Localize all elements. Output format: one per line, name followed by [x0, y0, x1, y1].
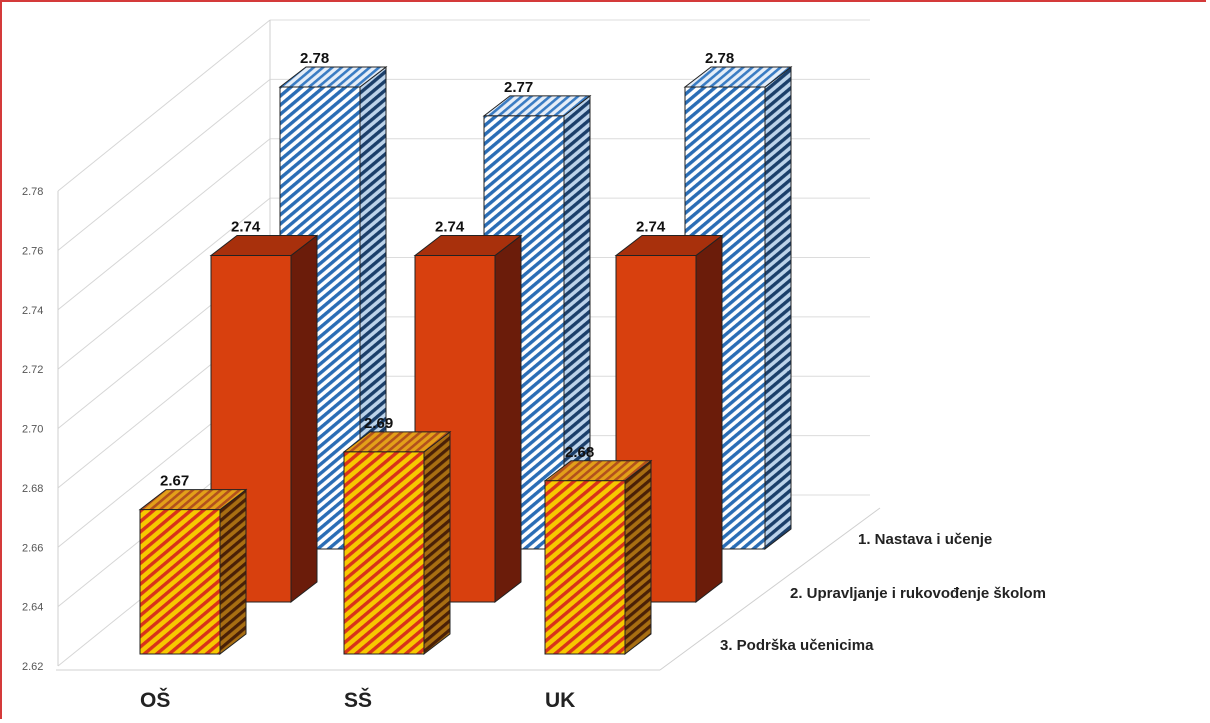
bar-side: [423, 430, 451, 656]
category-label: OŠ: [140, 688, 170, 712]
series-label: 3. Podrška učenicima: [720, 637, 874, 654]
y-tick-label: 2.62: [22, 661, 43, 673]
bar-side: [219, 488, 247, 656]
gridline-side: [57, 197, 271, 370]
bar-face: [210, 255, 292, 603]
data-label: 2.77: [504, 79, 533, 96]
data-label: 2.74: [636, 219, 666, 236]
bar-face: [544, 480, 626, 655]
y-tick-label: 2.74: [22, 305, 43, 317]
bar-side: [494, 234, 522, 604]
labels-group: 2.62 2.64 2.66 2.68 2.70 2.72 2.74 2.76 2.78 2.78…: [22, 50, 1046, 712]
bar-face: [414, 255, 496, 603]
category-label: SŠ: [344, 688, 372, 712]
y-tick-label: 2.72: [22, 364, 43, 376]
gridline-side: [57, 78, 271, 251]
bar-side: [624, 459, 652, 656]
bars-group: [138, 65, 793, 656]
y-tick-label: 2.78: [22, 186, 43, 198]
bar-side: [695, 234, 723, 604]
bar-face: [343, 451, 425, 655]
y-tick-label: 2.64: [22, 602, 43, 614]
data-label: 2.74: [231, 219, 261, 236]
y-tick-label: 2.70: [22, 424, 43, 436]
y-tick-label: 2.76: [22, 245, 43, 257]
floor-edge: [659, 507, 881, 671]
data-label: 2.68: [565, 444, 594, 461]
data-label: 2.69: [364, 415, 393, 432]
bar-3-UK: [543, 459, 653, 656]
bar-side: [290, 234, 318, 604]
data-label: 2.78: [300, 50, 329, 67]
series-label: 1. Nastava i učenje: [858, 531, 992, 548]
bar-2-SŠ: [413, 234, 523, 604]
bar-2-OŠ: [209, 234, 319, 604]
gridline-side: [57, 19, 271, 192]
y-tick-label: 2.66: [22, 542, 43, 554]
bar-side: [764, 65, 792, 551]
bar-3-SŠ: [342, 430, 452, 656]
data-label: 2.67: [160, 473, 189, 490]
data-label: 2.74: [435, 219, 465, 236]
data-label: 2.78: [705, 50, 734, 67]
bar-face: [139, 509, 221, 655]
series-label: 2. Upravljanje i rukovođenje školom: [790, 585, 1046, 602]
gridline-side: [57, 138, 271, 311]
bar-3-OŠ: [138, 488, 248, 656]
y-tick-label: 2.68: [22, 483, 43, 495]
category-label: UK: [545, 689, 575, 712]
